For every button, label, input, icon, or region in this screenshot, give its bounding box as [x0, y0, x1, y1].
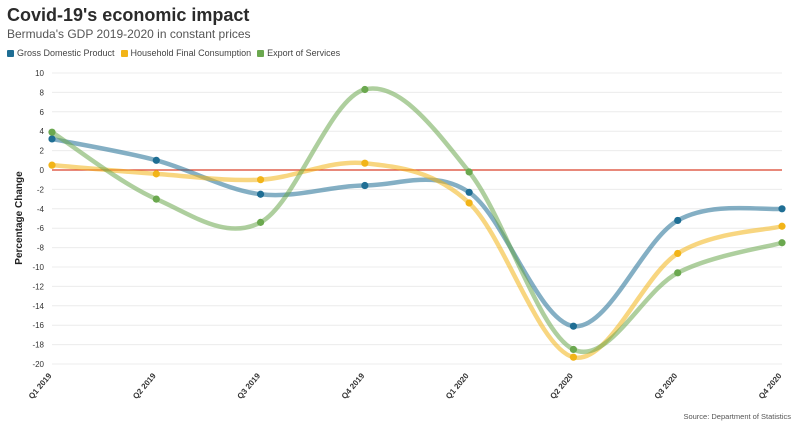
- y-tick-label: -14: [32, 302, 44, 311]
- data-point-gdp[interactable]: [465, 188, 473, 196]
- x-tick-label: Q4 2020: [757, 371, 784, 401]
- data-point-exports[interactable]: [256, 218, 265, 226]
- series-points: [48, 85, 786, 361]
- data-point-gdp[interactable]: [48, 135, 56, 143]
- legend: Gross Domestic Product Household Final C…: [7, 48, 340, 58]
- source-note: Source: Department of Statistics: [683, 412, 791, 421]
- x-tick-label: Q4 2019: [340, 371, 367, 401]
- data-point-consumption[interactable]: [48, 161, 56, 169]
- data-point-exports[interactable]: [674, 269, 682, 277]
- legend-swatch-exports: [257, 49, 265, 57]
- data-point-gdp[interactable]: [778, 205, 786, 213]
- y-tick-label: 0: [40, 166, 45, 175]
- legend-label-exports: Export of Services: [267, 48, 341, 58]
- y-tick-label: -18: [32, 341, 44, 350]
- y-tick-label: -16: [32, 321, 44, 330]
- legend-item-exports[interactable]: Export of Services: [257, 48, 340, 58]
- data-point-gdp[interactable]: [674, 216, 682, 225]
- data-point-exports[interactable]: [778, 239, 786, 247]
- x-tick-label: Q1 2020: [444, 371, 471, 401]
- x-tick-label: Q2 2020: [548, 371, 575, 401]
- data-point-consumption[interactable]: [569, 353, 578, 361]
- legend-swatch-consumption: [120, 49, 128, 57]
- series-line-consumption: [49, 160, 785, 360]
- x-tick-label: Q2 2019: [131, 371, 158, 401]
- y-tick-label: -20: [32, 360, 44, 369]
- y-tick-label: 4: [40, 127, 45, 136]
- grid: [52, 72, 782, 365]
- series-line-gdp: [49, 136, 785, 329]
- x-axis-ticks: Q1 2019 Q2 2019 Q3 2019 Q4 2019 Q1 2020 Q2 20…: [27, 371, 784, 401]
- series-lines: [49, 86, 785, 360]
- y-tick-label: -2: [37, 185, 45, 194]
- y-tick-label: 8: [40, 88, 45, 97]
- x-tick-label: Q3 2019: [235, 371, 262, 401]
- data-point-gdp[interactable]: [256, 190, 265, 198]
- x-tick-label: Q3 2020: [653, 371, 680, 401]
- data-point-consumption[interactable]: [674, 249, 682, 258]
- y-tick-label: 10: [35, 69, 44, 78]
- y-tick-label: -4: [37, 205, 45, 214]
- data-point-consumption[interactable]: [152, 170, 160, 178]
- data-point-gdp[interactable]: [361, 181, 369, 190]
- legend-label-gdp: Gross Domestic Product: [17, 48, 115, 58]
- y-axis-ticks: 10 8 6 4 2 0 -2 -4 -6 -8 -10 -12 -14 -16 -18 -20: [32, 69, 44, 369]
- x-tick-label: Q1 2019: [27, 371, 54, 401]
- data-point-exports[interactable]: [152, 195, 160, 203]
- data-point-consumption[interactable]: [256, 176, 265, 184]
- y-tick-label: 2: [40, 147, 45, 156]
- data-point-consumption[interactable]: [778, 222, 786, 230]
- data-point-exports[interactable]: [48, 128, 56, 136]
- chart-subtitle: Bermuda's GDP 2019-2020 in constant pric…: [7, 27, 251, 41]
- series-line-exports: [49, 86, 785, 355]
- y-tick-label: -8: [37, 244, 45, 253]
- y-tick-label: 6: [40, 108, 45, 117]
- legend-swatch-gdp: [7, 49, 14, 57]
- y-tick-label: -6: [37, 224, 45, 233]
- legend-label-consumption: Household Final Consumption: [130, 48, 252, 58]
- chart-title: Covid-19's economic impact: [7, 5, 250, 25]
- data-point-exports[interactable]: [361, 85, 369, 94]
- legend-item-gdp[interactable]: Gross Domestic Product: [7, 48, 115, 58]
- data-point-exports[interactable]: [569, 345, 578, 354]
- legend-item-consumption[interactable]: Household Final Consumption: [120, 48, 252, 58]
- data-point-consumption[interactable]: [465, 199, 473, 207]
- data-point-gdp[interactable]: [569, 322, 578, 330]
- y-axis-label: Percentage Change: [14, 171, 25, 265]
- data-point-consumption[interactable]: [361, 159, 369, 167]
- data-point-exports[interactable]: [465, 168, 473, 176]
- data-point-gdp[interactable]: [152, 156, 160, 164]
- y-tick-label: -12: [32, 282, 44, 291]
- y-tick-label: -10: [32, 263, 44, 272]
